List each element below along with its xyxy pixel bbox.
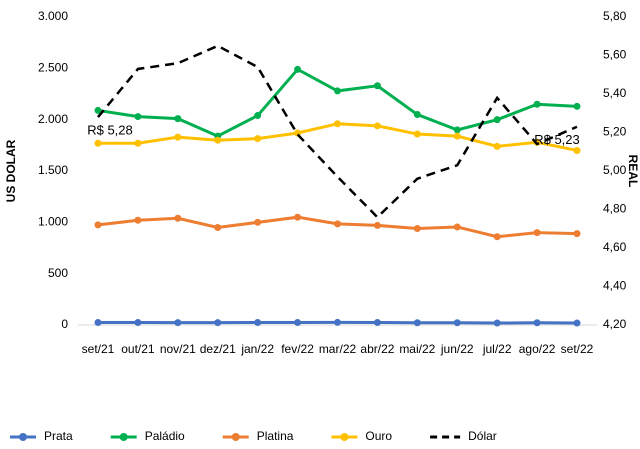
y-tick-label: 2.000 — [38, 112, 68, 126]
point — [573, 230, 581, 238]
point — [573, 319, 581, 327]
legend-label: Prata — [44, 429, 73, 443]
y2-tick-label: 5,80 — [603, 9, 627, 23]
y-axis-title: US DOLAR — [4, 139, 18, 202]
y2-tick-label: 4,80 — [603, 202, 627, 216]
point — [413, 224, 421, 232]
x-tick-label: out/21 — [121, 342, 155, 356]
series-line — [97, 44, 578, 219]
y2-tick-label: 5,40 — [603, 86, 627, 100]
y-tick-label: 1.500 — [38, 163, 68, 177]
point — [533, 229, 541, 237]
point — [174, 214, 182, 222]
y-tick-label: 1.000 — [38, 215, 68, 229]
point — [373, 221, 381, 229]
legend-label: Paládio — [145, 429, 185, 443]
point — [413, 111, 421, 119]
point — [254, 319, 262, 327]
point — [174, 319, 182, 327]
series-line — [98, 122, 578, 152]
point — [493, 142, 501, 150]
x-tick-label: jan/22 — [240, 342, 274, 356]
legend-marker — [231, 433, 240, 441]
data-label: R$ 5,28 — [87, 123, 133, 138]
y-tick-label: 0 — [61, 317, 68, 331]
x-tick-label: abr/22 — [360, 342, 394, 356]
point — [134, 319, 142, 327]
point — [294, 213, 302, 221]
point — [174, 133, 182, 141]
point — [453, 223, 461, 231]
point — [334, 318, 341, 326]
point — [174, 115, 182, 123]
x-tick-label: set/22 — [561, 342, 594, 356]
point — [214, 223, 222, 231]
point — [214, 319, 222, 327]
x-tick-label: jun/22 — [440, 342, 474, 356]
point — [254, 112, 262, 120]
point — [413, 319, 421, 327]
point — [373, 82, 381, 90]
y-tick-label: 3.000 — [38, 9, 68, 23]
legend-marker — [19, 433, 27, 441]
point — [493, 116, 501, 124]
point — [373, 122, 381, 130]
x-tick-label: jul/22 — [482, 342, 512, 356]
point — [493, 319, 501, 327]
legend-label: Ouro — [365, 429, 392, 443]
legend-marker — [119, 433, 128, 441]
x-tick-label: dez/21 — [200, 342, 236, 356]
point — [453, 319, 461, 327]
y2-tick-label: 5,00 — [603, 163, 627, 177]
y2-axis-title: REAL — [626, 155, 640, 188]
point — [254, 135, 262, 143]
point — [254, 218, 262, 226]
data-label: R$ 5,23 — [534, 132, 580, 147]
point — [573, 102, 581, 110]
y-tick-label: 2.500 — [38, 61, 68, 75]
point — [134, 216, 142, 224]
point — [294, 65, 302, 73]
point — [334, 87, 341, 95]
x-tick-label: set/21 — [82, 342, 115, 356]
point — [533, 100, 541, 108]
x-tick-label: fev/22 — [281, 342, 314, 356]
y2-tick-label: 4,40 — [603, 279, 627, 293]
x-tick-label: nov/21 — [160, 342, 196, 356]
point — [453, 132, 461, 140]
x-tick-label: mar/22 — [319, 342, 357, 356]
y-tick-label: 500 — [48, 266, 68, 280]
point — [413, 130, 421, 138]
point — [94, 139, 102, 147]
point — [94, 319, 102, 327]
point — [134, 113, 142, 121]
point — [334, 120, 341, 128]
point — [453, 126, 461, 134]
point — [373, 319, 381, 327]
point — [134, 139, 142, 147]
point — [94, 106, 102, 114]
point — [294, 319, 302, 327]
point — [573, 146, 581, 154]
x-tick-label: mai/22 — [399, 342, 435, 356]
legend-label: Dólar — [468, 429, 497, 443]
x-tick-label: ago/22 — [519, 342, 556, 356]
point — [334, 220, 341, 228]
point — [214, 136, 222, 144]
point — [533, 319, 541, 327]
y2-tick-label: 5,20 — [603, 125, 627, 139]
y2-tick-label: 4,60 — [603, 240, 627, 254]
y2-tick-label: 5,60 — [603, 48, 627, 62]
legend-marker — [340, 433, 349, 441]
legend-label: Platina — [257, 429, 294, 443]
point — [493, 233, 501, 241]
y2-tick-label: 4,20 — [603, 317, 627, 331]
point — [94, 221, 102, 229]
